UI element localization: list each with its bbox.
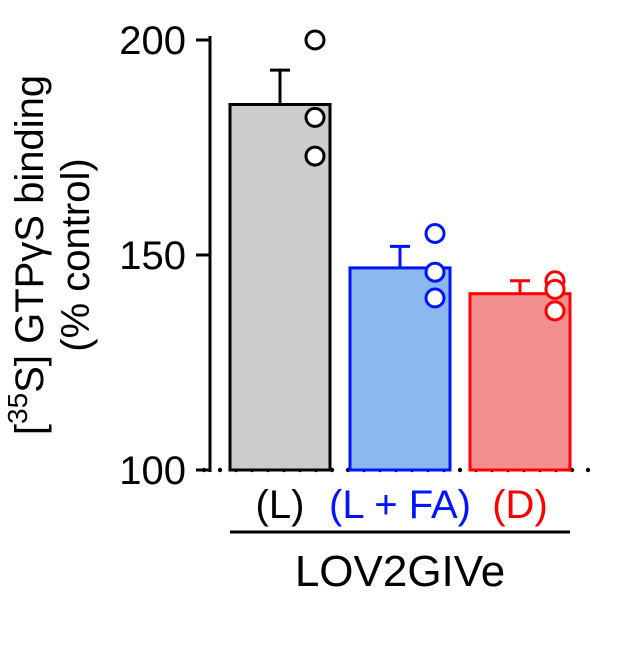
datapoint-L+FA-1 [426, 263, 444, 281]
datapoint-D-2 [546, 302, 564, 320]
datapoint-L+FA-0 [426, 225, 444, 243]
chart-container: 100 150 200 [35S] GTPγS binding(% control) (… [0, 0, 637, 646]
baseline-dot [458, 468, 462, 472]
bottom-label: LOV2GIVe [295, 547, 505, 596]
y-tick-label: 200 [119, 19, 186, 63]
category-label-L: (L) [256, 483, 305, 527]
datapoint-L-2 [306, 147, 324, 165]
baseline-dot [586, 468, 590, 472]
category-label-D: (D) [492, 483, 548, 527]
y-tick-label: 100 [119, 449, 186, 493]
baseline-dot [218, 468, 222, 472]
bar-chart: 100 150 200 [35S] GTPγS binding(% control) (… [0, 0, 637, 646]
datapoint-L-0 [306, 31, 324, 49]
datapoint-L+FA-2 [426, 289, 444, 307]
y-tick-label: 150 [119, 234, 186, 278]
y-axis-title-line1: [35S] GTPγS binding [2, 75, 52, 435]
y-axis-title-line2: (% control) [54, 158, 98, 351]
datapoint-L-1 [306, 108, 324, 126]
datapoint-D-1 [546, 280, 564, 298]
category-label-L+FA: (L + FA) [329, 483, 471, 527]
